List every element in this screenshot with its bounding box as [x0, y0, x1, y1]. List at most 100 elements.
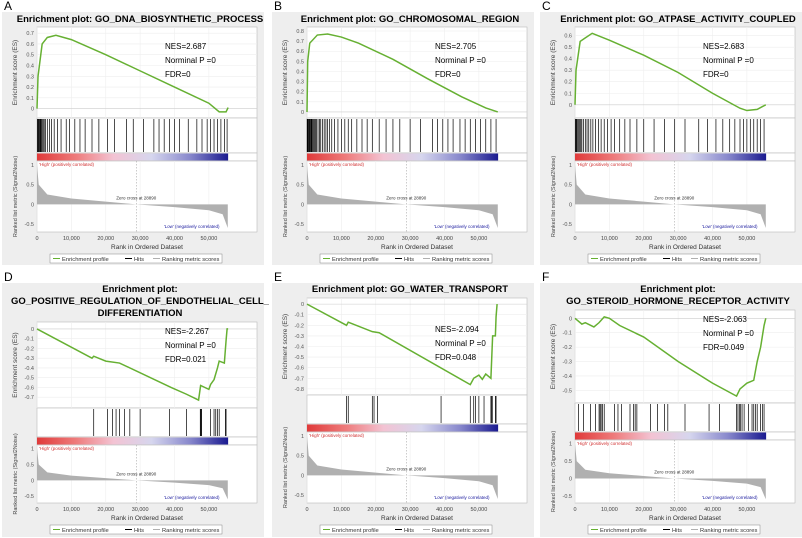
zero-cross-label: Zero cross at 28890 — [654, 195, 695, 200]
y-tick-label: 0.8 — [296, 29, 304, 35]
y-tick-label: -0.2 — [25, 346, 34, 352]
metric-y-axis-label: Ranked list metric (Signal2Noise) — [551, 431, 557, 512]
enrichment-profile-line — [306, 303, 498, 386]
y-tick-label: 0 — [569, 316, 572, 322]
y-tick-label: 0.6 — [26, 42, 34, 48]
x-tick-label: 30,000 — [402, 236, 419, 242]
stat-label: NES=2.687 — [165, 42, 207, 51]
high-correlated-label: 'High' (positively correlated) — [39, 162, 94, 167]
hits-area — [306, 394, 528, 425]
panel-letter: B — [274, 0, 282, 13]
enrichment-profile-line — [574, 316, 767, 398]
x-tick-label: 50,000 — [738, 236, 755, 242]
legend-box — [319, 253, 493, 264]
x-tick-label: 40,000 — [436, 507, 453, 513]
y-tick-label: 0.5 — [26, 53, 34, 59]
x-tick-label: 40,000 — [704, 236, 721, 242]
metric-tick-label: 0.5 — [564, 459, 572, 465]
x-tick-label: 50,000 — [470, 236, 487, 242]
metric-y-axis-label: Ranked list metric (Signal2Noise) — [551, 156, 557, 237]
metric-tick-label: 0 — [569, 476, 572, 482]
chart-title: Enrichment plot: — [102, 284, 177, 295]
x-tick-label: 0 — [35, 507, 38, 513]
high-correlated-label: 'High' (positively correlated) — [309, 433, 364, 438]
y-tick-label: 0.5 — [296, 59, 304, 65]
panel-F: F Enrichment plot:GO_STEROID_HORMONE_RECE… — [540, 270, 802, 537]
hits-area — [36, 117, 258, 154]
y-tick-label: 0.2 — [26, 85, 34, 91]
x-tick-label: 40,000 — [704, 507, 721, 513]
y-tick-label: 0.1 — [296, 100, 304, 106]
chart-title: Enrichment plot: GO_ATPASE_ACTIVITY_COUP… — [560, 14, 796, 25]
metric-tick-label: -0.5 — [563, 494, 572, 500]
legend-entry: Hits — [134, 528, 144, 534]
stat-label: Norminal P =0 — [165, 341, 216, 350]
es-y-axis-label: Enrichment score (ES) — [550, 40, 557, 105]
legend-entry: Hits — [672, 528, 682, 534]
low-correlated-label: 'Low' (negatively correlated) — [164, 495, 220, 500]
y-tick-label: 0 — [31, 327, 34, 333]
legend-entry: Ranking metric scores — [432, 257, 489, 263]
stat-label: FDR=0 — [165, 70, 191, 79]
stat-label: FDR=0.048 — [435, 353, 477, 362]
y-tick-label: -0.3 — [25, 356, 34, 362]
y-tick-label: -0.4 — [25, 366, 34, 372]
metric-tick-label: 0.5 — [26, 462, 34, 468]
legend: Enrichment profile Hits Ranking metric sco… — [319, 253, 493, 264]
x-tick-label: 50,000 — [200, 236, 217, 242]
rank-color-bar — [37, 153, 229, 161]
metric-y-axis-label: Ranked list metric (Signal2Noise) — [13, 433, 19, 514]
panel-E: E Enrichment plot: GO_WATER_TRANSPORT 0 10,… — [272, 270, 534, 537]
stat-label: NES=-2.094 — [435, 325, 479, 334]
stat-label: FDR=0.049 — [703, 343, 745, 352]
y-tick-label: 0.7 — [26, 31, 34, 37]
metric-plot-area — [36, 444, 258, 504]
panel-letter: A — [4, 0, 12, 13]
legend-entry: Hits — [404, 528, 414, 534]
stat-label: Norminal P =0 — [703, 329, 754, 338]
chart-title: GO_POSITIVE_REGULATION_OF_ENDOTHELIAL_CE… — [11, 296, 270, 307]
low-correlated-label: 'Low' (negatively correlated) — [702, 224, 758, 229]
stat-label: FDR=0 — [435, 70, 461, 79]
metric-tick-label: 0 — [31, 478, 34, 484]
chart-title: Enrichment plot: GO_WATER_TRANSPORT — [312, 284, 508, 295]
y-tick-label: -0.5 — [563, 388, 572, 394]
x-tick-label: 20,000 — [367, 236, 384, 242]
x-tick-label: 0 — [573, 507, 576, 513]
x-tick-label: 20,000 — [635, 507, 652, 513]
legend-box — [587, 253, 761, 264]
x-axis-label: Rank in Ordered Dataset — [381, 244, 453, 251]
rank-color-bar — [307, 153, 499, 161]
es-y-axis-label: Enrichment score (ES) — [282, 314, 289, 379]
y-tick-label: -0.8 — [295, 387, 304, 393]
y-tick-label: 0.4 — [26, 63, 34, 69]
y-tick-label: -0.3 — [563, 360, 572, 366]
y-tick-label: 0.4 — [296, 69, 304, 75]
legend-entry: Ranking metric scores — [162, 528, 219, 534]
legend-box — [49, 253, 223, 264]
x-tick-label: 20,000 — [97, 507, 114, 513]
x-tick-label: 10,000 — [63, 236, 80, 242]
y-tick-label: 0.4 — [564, 57, 572, 63]
metric-plot-area — [306, 160, 528, 233]
x-tick-label: 50,000 — [470, 507, 487, 513]
panel-A: A Enrichment plot: GO_DNA_BIOSYNTHETIC_PR… — [2, 0, 264, 265]
x-tick-label: 40,000 — [436, 236, 453, 242]
metric-tick-label: -0.5 — [25, 222, 34, 228]
low-correlated-label: 'Low' (negatively correlated) — [434, 224, 490, 229]
legend-entry: Enrichment profile — [600, 528, 647, 534]
hits-area — [306, 117, 528, 154]
stat-label: Norminal P =0 — [703, 56, 754, 65]
stat-label: NES=-2.063 — [703, 315, 747, 324]
y-tick-label: 0.3 — [26, 74, 34, 80]
y-tick-label: 0.6 — [296, 49, 304, 55]
x-tick-label: 30,000 — [670, 507, 687, 513]
y-tick-label: 0.3 — [564, 68, 572, 74]
y-tick-label: -0.5 — [25, 376, 34, 382]
es-y-axis-label: Enrichment score (ES) — [12, 40, 19, 105]
legend: Enrichment profile Hits Ranking metric sco… — [49, 253, 223, 264]
y-tick-label: -0.1 — [563, 331, 572, 337]
metric-tick-label: 1 — [301, 163, 304, 169]
high-correlated-label: 'High' (positively correlated) — [39, 446, 94, 451]
